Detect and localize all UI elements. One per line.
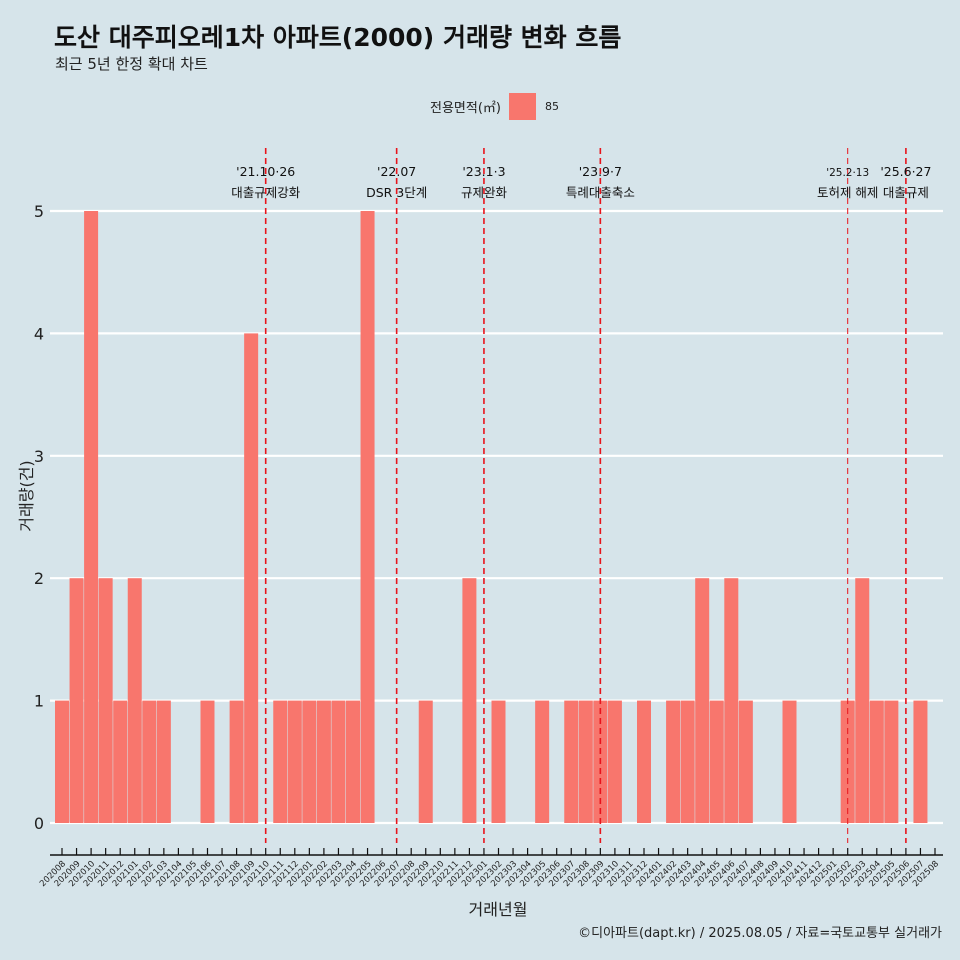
- bar: [360, 211, 375, 823]
- bar: [302, 700, 317, 823]
- event-date: '23.9·7: [579, 164, 622, 179]
- event-label: 규제완화: [461, 185, 508, 200]
- bar: [695, 578, 710, 823]
- event-label: 대출규제강화: [231, 185, 301, 200]
- bar: [869, 700, 884, 823]
- event-label: DSR 3단계: [366, 185, 427, 200]
- bar: [346, 700, 360, 823]
- bar: [637, 700, 651, 823]
- bar: [913, 700, 928, 823]
- bar: [98, 578, 113, 823]
- event-date: '21.10·26: [236, 164, 295, 179]
- bar: [127, 578, 142, 823]
- bar: [273, 700, 288, 823]
- legend: 전용면적(㎡) 85: [430, 93, 559, 120]
- y-tick-label: 5: [34, 202, 44, 221]
- bar: [200, 700, 215, 823]
- bar: [55, 700, 69, 823]
- bar: [418, 700, 433, 823]
- bar: [156, 700, 171, 823]
- caption: ©디아파트(dapt.kr) / 2025.08.05 / 자료=국토교통부 실…: [578, 926, 942, 941]
- bar: [462, 578, 477, 823]
- event-date: '22.07: [377, 164, 416, 179]
- y-tick-label: 0: [34, 814, 44, 833]
- bar: [142, 700, 157, 823]
- bar: [607, 700, 622, 823]
- bar: [113, 700, 128, 823]
- x-axis-title: 거래년월: [469, 900, 528, 919]
- legend-swatch: [508, 93, 536, 120]
- chart-title: 도산 대주피오레1차 아파트(2000) 거래량 변화 흐름: [54, 23, 622, 52]
- bar: [535, 700, 550, 823]
- bar: [855, 578, 870, 823]
- event-date: '23.1·3: [462, 164, 505, 179]
- bar: [244, 333, 259, 823]
- bar: [564, 700, 579, 823]
- y-tick-label: 4: [34, 324, 44, 343]
- legend-label: 85: [544, 100, 559, 113]
- bar: [709, 700, 724, 823]
- chart-subtitle: 최근 5년 한정 확대 차트: [55, 55, 208, 73]
- bar: [491, 700, 506, 823]
- y-axis-title: 거래량(건): [17, 460, 36, 531]
- bar: [229, 700, 244, 823]
- bar: [331, 700, 346, 823]
- event-label: 토허제 해제: [817, 185, 878, 200]
- y-tick-label: 2: [34, 569, 44, 588]
- y-tick-label: 1: [34, 692, 44, 711]
- bar: [578, 700, 593, 823]
- bar: [316, 700, 331, 823]
- legend-title: 전용면적(㎡): [430, 101, 501, 116]
- event-date: '25.6·27: [880, 164, 931, 179]
- event-label: 대출규제: [883, 185, 929, 200]
- event-label: 특례대출축소: [566, 185, 635, 200]
- bar: [666, 700, 681, 823]
- bar: [884, 700, 899, 823]
- bar: [84, 211, 99, 823]
- bar: [69, 578, 84, 823]
- bar: [782, 700, 797, 823]
- bar: [724, 578, 739, 823]
- bar: [680, 700, 695, 823]
- bar: [287, 700, 302, 823]
- event-date: '25.2·13: [826, 167, 869, 179]
- y-tick-label: 3: [34, 447, 44, 466]
- bar: [738, 700, 753, 823]
